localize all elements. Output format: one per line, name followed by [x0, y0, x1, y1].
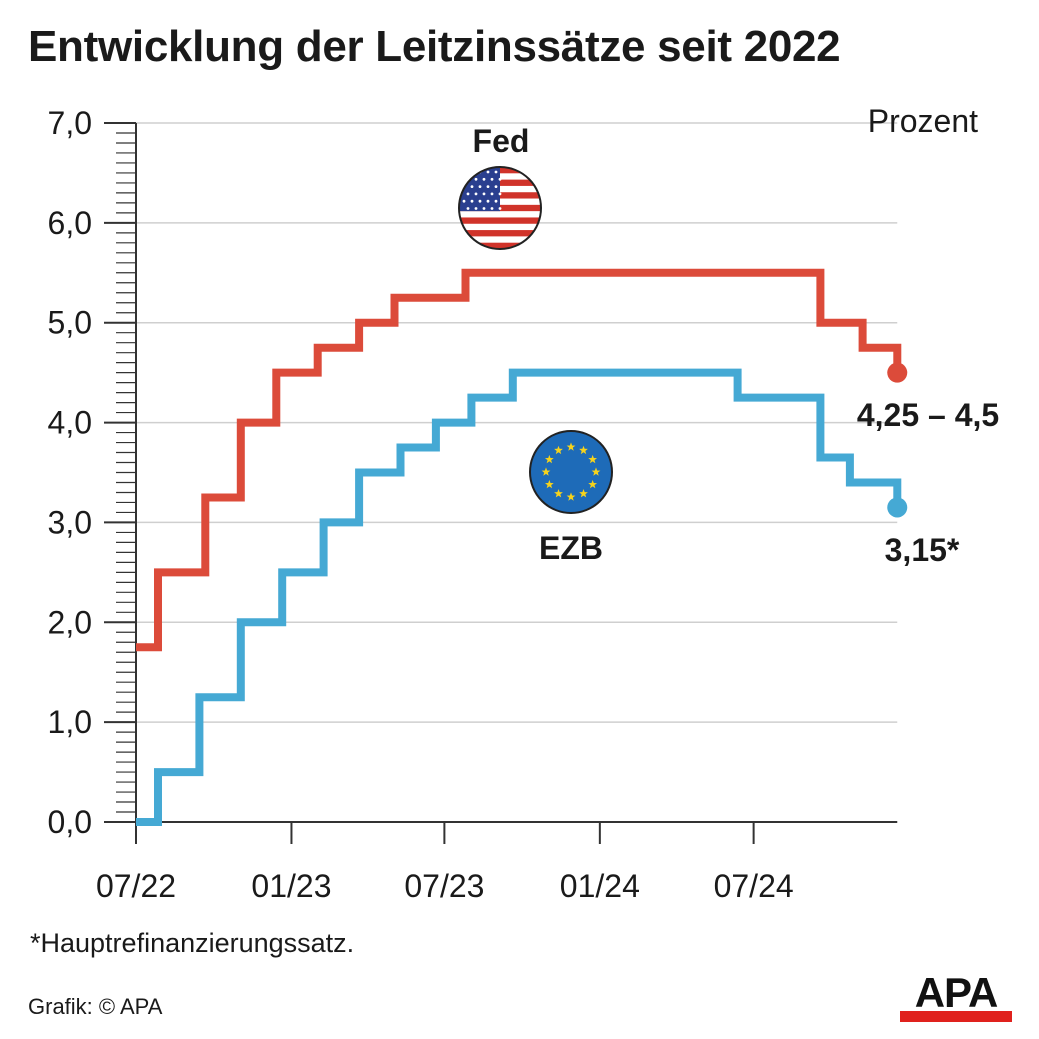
fed-end-point [887, 362, 908, 383]
ezb-end-point [887, 497, 908, 518]
us-flag-star [470, 199, 474, 203]
y-tick-label: 4,0 [48, 405, 92, 441]
x-tick-label: 07/23 [404, 868, 484, 904]
y-tick-label: 1,0 [48, 704, 92, 740]
y-tick-label: 0,0 [48, 804, 92, 840]
apa-logo-text: APA [914, 969, 999, 1016]
eu-flag-star [566, 442, 576, 451]
unit-label: Prozent [868, 103, 978, 139]
us-flag-star [482, 177, 486, 181]
ezb-series-label: EZB [539, 530, 603, 566]
us-flag-star [478, 199, 482, 203]
us-flag-star [470, 185, 474, 189]
apa-logo-bar [900, 1011, 1012, 1022]
us-flag-stripe [459, 236, 541, 243]
eu-flag-star [554, 489, 563, 498]
us-flag-star [466, 207, 470, 210]
us-flag-star [494, 185, 498, 189]
fed-end-label: 4,25 – 4,5 [857, 397, 999, 433]
fed-series-label: Fed [473, 123, 530, 159]
us-flag-star [462, 199, 466, 203]
us-flag-star [486, 170, 490, 174]
eu-flag-star [588, 454, 598, 464]
us-flag-star [486, 199, 490, 203]
eu-flag-star [579, 445, 588, 455]
us-flag-star [498, 192, 502, 196]
us-flag-star [490, 207, 494, 210]
footnote: *Hauptrefinanzierungssatz. [30, 928, 355, 958]
y-tick-label: 7,0 [48, 105, 92, 141]
us-flag-star [482, 207, 486, 210]
us-flag-star [486, 185, 490, 189]
eu-flag-star [544, 454, 554, 464]
us-flag-stripe [459, 217, 541, 225]
us-flag-star [478, 185, 482, 189]
eu-flag-star [544, 479, 554, 489]
y-tick-label: 2,0 [48, 604, 92, 640]
us-flag-star [474, 192, 478, 196]
us-flag-star [482, 192, 486, 196]
axes [104, 122, 898, 844]
us-flag-stripe [459, 242, 541, 249]
y-tick-label: 3,0 [48, 504, 92, 540]
eu-flag-star [566, 492, 576, 501]
us-flag-star [490, 177, 494, 181]
us-flag-star [462, 170, 466, 174]
chart-labels: 0,0 1,0 2,0 3,0 4,0 5,0 6,0 7,0 07/22 01/23 07/23 0… [48, 105, 1000, 904]
us-flag-star [470, 170, 474, 174]
ezb-step-line [136, 368, 902, 826]
us-flag-star [494, 199, 498, 203]
us-flag-star [466, 192, 470, 196]
us-flag-star [474, 177, 478, 181]
us-flag-icon [458, 166, 542, 250]
us-flag-star [498, 207, 502, 210]
eu-flag-star [591, 467, 601, 476]
y-tick-label: 5,0 [48, 305, 92, 341]
us-flag-star [490, 192, 494, 196]
us-flag-star [474, 207, 478, 210]
x-tick-label: 07/24 [714, 868, 794, 904]
fed-step-line [136, 268, 902, 652]
chart-title: Entwicklung der Leitzinssätze seit 2022 [28, 22, 841, 71]
us-flag-stripe [459, 230, 541, 237]
apa-logo: APA [900, 972, 1012, 1022]
data-series [136, 268, 908, 826]
eu-flag-star [588, 479, 598, 489]
us-flag-star [494, 170, 498, 174]
eu-flag-star [554, 445, 563, 455]
us-flag-stripe [459, 211, 541, 218]
us-flag-stripe [459, 223, 541, 231]
x-tick-label: 07/22 [96, 868, 176, 904]
us-flag-star [498, 177, 502, 181]
eu-flag-star [541, 467, 551, 476]
y-tick-label: 6,0 [48, 205, 92, 241]
x-tick-label: 01/23 [251, 868, 331, 904]
ezb-end-label: 3,15* [885, 532, 960, 568]
eu-flag-star [579, 489, 588, 498]
x-tick-label: 01/24 [560, 868, 640, 904]
source-credit: Grafik: © APA [28, 994, 163, 1019]
eu-flag-icon [529, 430, 613, 514]
